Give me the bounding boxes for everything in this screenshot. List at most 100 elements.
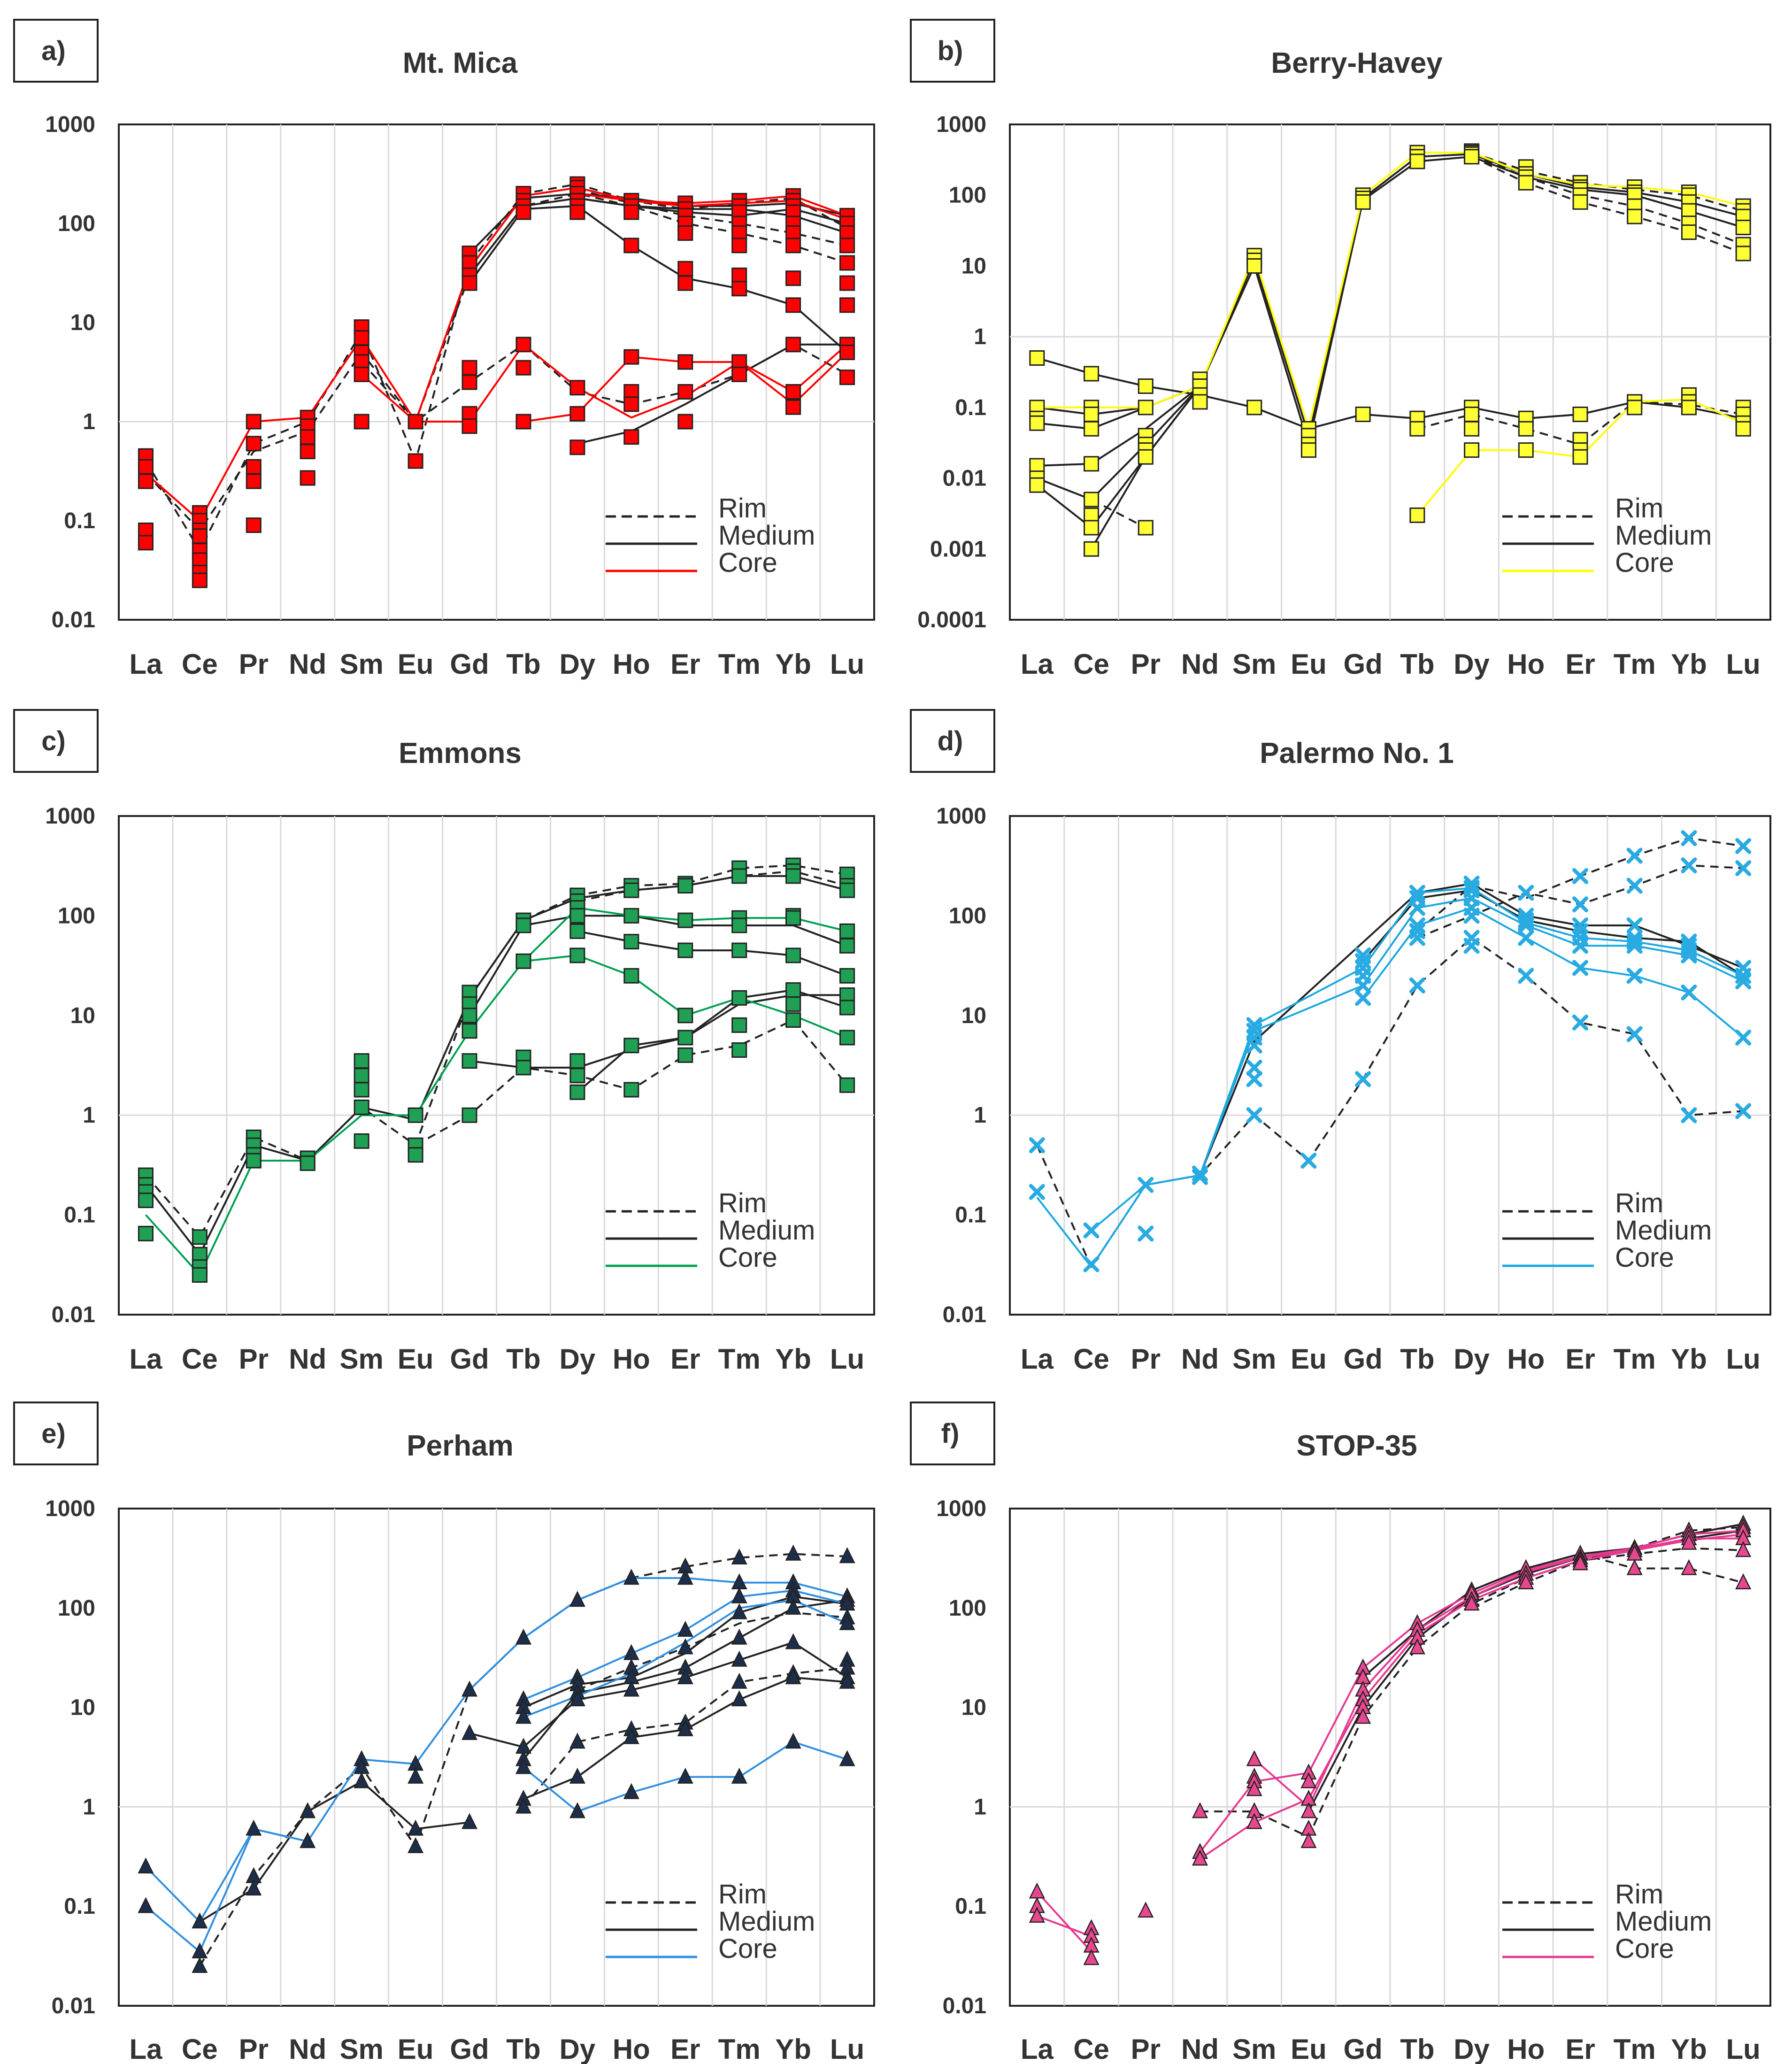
data-point-tm [731, 917, 747, 933]
x-tick-label: Ce [1073, 648, 1109, 680]
x-tick-label: Lu [830, 2033, 864, 2064]
data-point-ho [623, 1082, 639, 1098]
data-point-tm [731, 1042, 747, 1058]
series-line-core [145, 954, 848, 1276]
data-point-pr [246, 1153, 261, 1169]
data-point-er [677, 1008, 693, 1024]
data-point-nd [1192, 1849, 1208, 1866]
x-tick-label: Gd [1343, 2033, 1382, 2064]
data-point-pr [1138, 400, 1154, 416]
data-point-er [1572, 938, 1588, 954]
x-tick-label: Pr [239, 2033, 269, 2064]
series-line-rim [1471, 155, 1744, 254]
data-point-tm [731, 1690, 747, 1707]
data-point-tm [731, 1017, 747, 1033]
data-point-ho [1518, 968, 1534, 984]
data-point-gd [461, 418, 477, 434]
panel-label: a) [41, 36, 66, 66]
legend-label-rim: Rim [718, 1879, 767, 1910]
y-tick-label: 100 [58, 903, 95, 928]
data-point-er [1572, 868, 1588, 884]
data-point-nd [1192, 1169, 1208, 1185]
series-line-medium [1037, 385, 1201, 501]
data-point-lu [1735, 421, 1751, 437]
data-point-yb [1681, 400, 1697, 416]
legend-label-medium: Medium [1615, 520, 1712, 551]
data-point-ce [1084, 366, 1100, 382]
x-tick-label: Nd [289, 648, 326, 680]
data-point-tb [515, 1758, 531, 1774]
x-tick-label: Tb [1400, 2033, 1434, 2064]
x-tick-label: Ce [182, 648, 218, 680]
data-point-ce [1084, 456, 1100, 472]
x-tick-label: Dy [560, 648, 596, 680]
data-point-gd [461, 1008, 477, 1024]
data-point-la [138, 1193, 154, 1209]
x-tick-label: Tm [1614, 2033, 1656, 2064]
legend-label-medium: Medium [718, 1215, 815, 1246]
y-tick-label: 10 [70, 310, 95, 335]
data-point-gd [461, 1107, 477, 1123]
legend-label-medium: Medium [1615, 1215, 1712, 1246]
x-tick-label: Tb [506, 1343, 540, 1375]
data-point-yb [1681, 1107, 1697, 1124]
y-tick-label: 100 [58, 1596, 95, 1621]
panel-label-box [13, 709, 99, 773]
data-point-la [1029, 1184, 1045, 1200]
data-point-yb [785, 384, 801, 400]
data-point-dy [1464, 421, 1480, 437]
x-tick-label: Yb [1671, 1343, 1707, 1375]
data-point-tm [1627, 400, 1643, 416]
series-line-rim [1200, 1526, 1744, 1838]
x-tick-label: La [1021, 1343, 1054, 1375]
legend-label-rim: Rim [718, 1188, 767, 1218]
data-point-er [1572, 896, 1588, 913]
x-tick-label: Ho [1507, 2033, 1545, 2064]
panel-6: f) STOP-35 1000 100 10 1 0.1 0.01 La Ce Pr Nd Sm Eu Gd… [910, 1402, 1771, 2064]
data-point-yb [785, 297, 801, 313]
data-point-yb [1681, 224, 1697, 240]
series-line-medium [577, 343, 847, 445]
x-tick-label: Sm [1232, 1343, 1276, 1375]
legend-label-core: Core [718, 1933, 777, 1964]
x-tick-label: Dy [1454, 648, 1490, 680]
data-point-lu [839, 968, 855, 984]
data-point-er [1572, 1014, 1588, 1031]
panel-label-box [910, 19, 995, 83]
series-line-core [1037, 1915, 1092, 1937]
x-tick-label: La [129, 648, 162, 680]
x-tick-label: Er [1565, 2033, 1595, 2064]
x-tick-label: Er [670, 2033, 700, 2064]
data-point-la [138, 473, 154, 489]
data-point-nd [1192, 394, 1208, 410]
series-line-medium [1037, 385, 1201, 467]
data-point-gd [1355, 194, 1371, 210]
x-tick-label: Sm [1232, 2033, 1276, 2064]
x-tick-label: Ce [1073, 1343, 1109, 1375]
data-point-yb [785, 868, 801, 884]
series-line-rim [1471, 152, 1744, 212]
data-point-dy [1464, 442, 1480, 458]
y-tick-label: 0.1 [955, 395, 986, 420]
x-tick-label: Lu [830, 648, 864, 680]
series-line-rim [1471, 1547, 1744, 1609]
data-point-eu [408, 1107, 423, 1123]
y-tick-label: 100 [949, 183, 986, 208]
data-point-eu [1300, 1153, 1317, 1169]
panel-5: e) Perham 1000 100 10 1 0.1 0.01 La Ce Pr Nd Sm Eu Gd T… [13, 1402, 875, 2064]
data-point-lu [1735, 219, 1751, 235]
data-point-lu [1735, 973, 1752, 990]
data-point-la [1029, 1137, 1045, 1154]
x-tick-label: Gd [450, 2033, 489, 2064]
x-tick-label: Yb [775, 648, 811, 680]
data-point-sm [354, 366, 369, 382]
y-tick-label: 0.1 [64, 508, 95, 533]
y-tick-label: 1000 [936, 1496, 986, 1521]
data-point-yb [785, 982, 801, 998]
data-point-er [677, 354, 693, 370]
data-point-ce [1083, 1256, 1100, 1272]
series-line-core [1362, 907, 1744, 1039]
data-point-sm [1246, 1059, 1262, 1076]
data-point-ho [1518, 421, 1534, 437]
